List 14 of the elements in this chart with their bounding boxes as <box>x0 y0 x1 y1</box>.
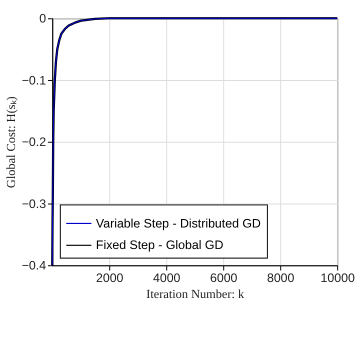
y-axis-title: Global Cost: H(sₖ) <box>4 96 18 188</box>
y-tick-label: −0.2 <box>22 135 46 150</box>
y-tick-label: −0.1 <box>22 73 46 88</box>
x-tick-label: 6000 <box>210 270 238 285</box>
y-tick-label: −0.3 <box>22 196 46 211</box>
x-tick-label: 10000 <box>320 270 355 285</box>
x-tick-label: 2000 <box>96 270 124 285</box>
legend-label: Fixed Step - Global GD <box>96 238 224 252</box>
y-tick-label: 0 <box>39 12 46 26</box>
y-tick-label: −0.4 <box>22 258 46 273</box>
x-tick-label: 8000 <box>266 270 295 285</box>
x-axis-title: Iteration Number: k <box>146 287 245 302</box>
x-tick-label: 4000 <box>152 270 181 285</box>
legend-label: Variable Step - Distributed GD <box>96 216 261 230</box>
